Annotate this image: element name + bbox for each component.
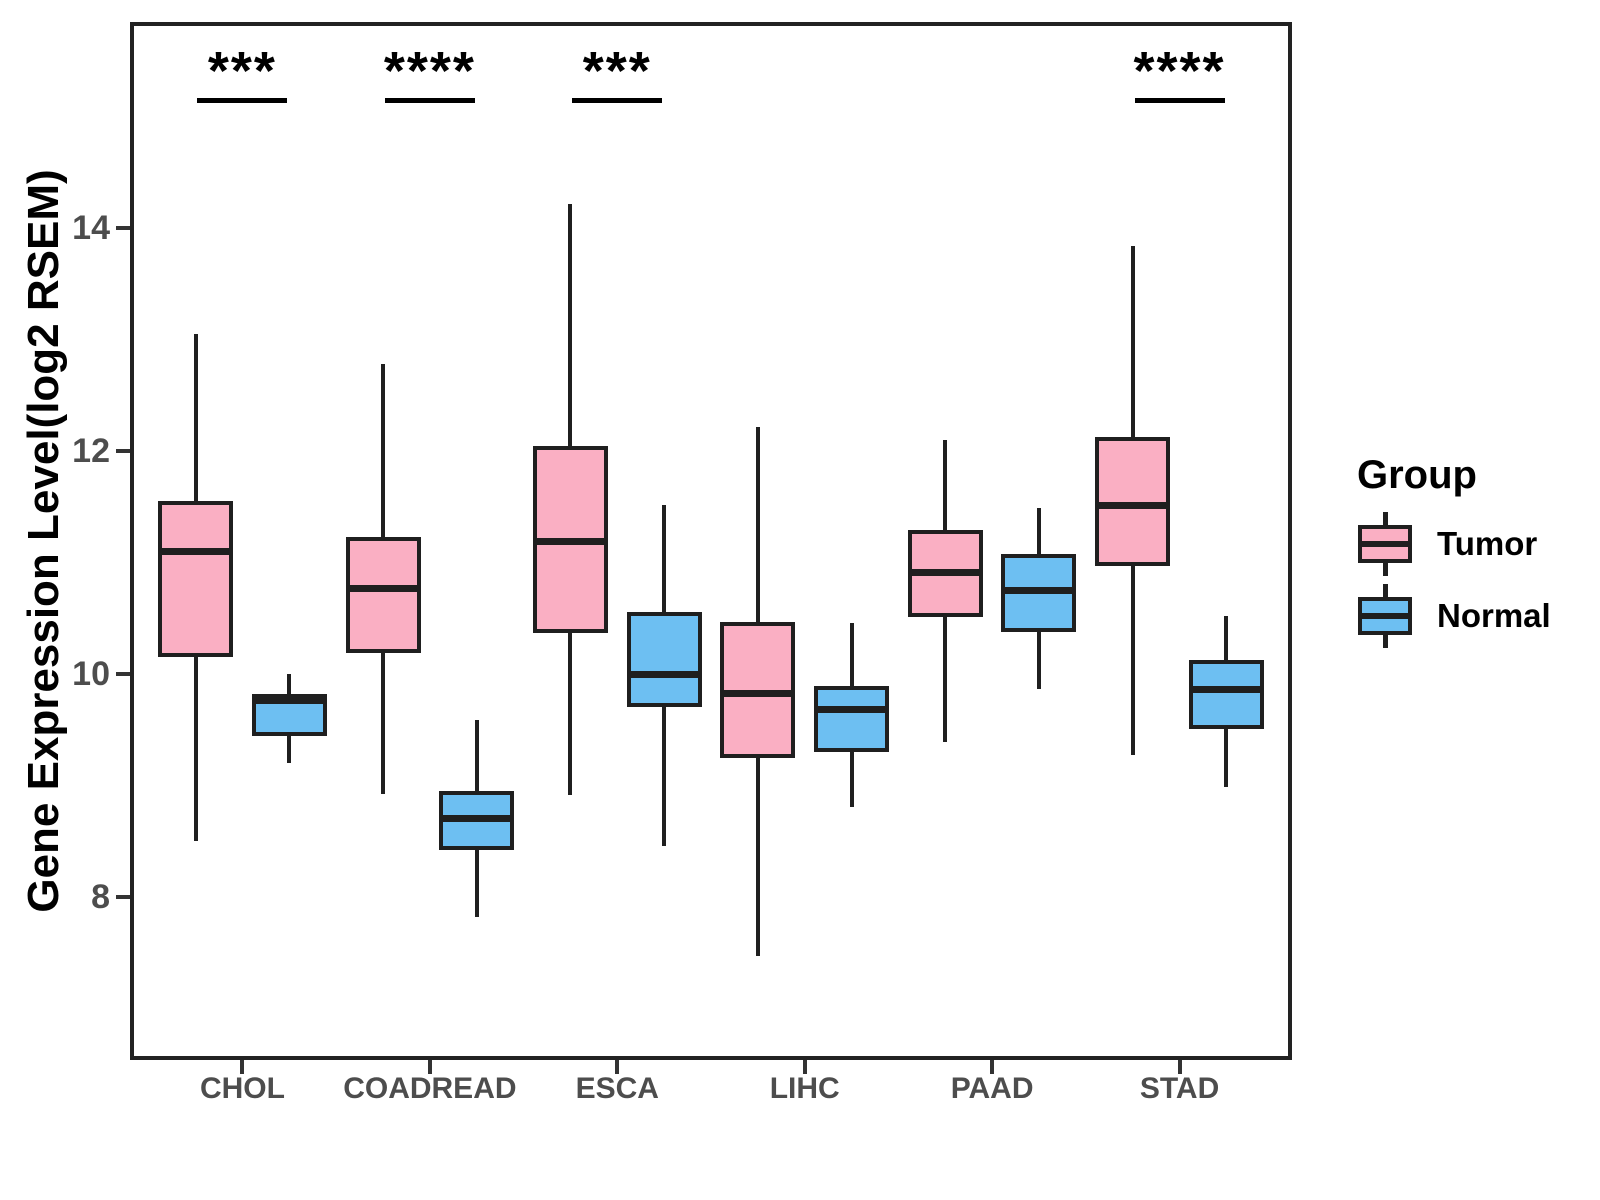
legend-label-Normal: Normal <box>1437 597 1551 634</box>
x-tick-mark-PAAD <box>990 1060 995 1074</box>
x-tick-label-ESCA: ESCA <box>575 1072 659 1105</box>
median-PAAD-Normal <box>1001 587 1077 595</box>
median-ESCA-Tumor <box>532 538 608 546</box>
legend-key-median-Tumor <box>1358 541 1412 547</box>
legend-entry-Normal: Normal <box>1337 580 1597 652</box>
sig-bar-COADREAD <box>384 98 475 103</box>
y-axis-title: Gene Expression Level(log2 RSEM) <box>19 169 68 913</box>
median-CHOL-Tumor <box>158 548 234 556</box>
y-tick-label-10: 10 <box>72 655 110 694</box>
x-tick-label-LIHC: LIHC <box>769 1072 840 1105</box>
x-tick-label-PAAD: PAAD <box>950 1072 1034 1105</box>
legend-entries: Tumor Normal <box>1337 508 1597 652</box>
x-tick-mark-COADREAD <box>427 1060 432 1074</box>
median-LIHC-Normal <box>814 706 889 714</box>
y-tick-mark-10 <box>116 672 130 677</box>
y-tick-label-14: 14 <box>72 209 110 248</box>
median-PAAD-Tumor <box>907 569 983 577</box>
box-STAD-Tumor <box>1095 436 1171 567</box>
box-ESCA-Normal <box>626 611 702 707</box>
legend-title: Group <box>1357 453 1477 497</box>
median-COADREAD-Tumor <box>345 584 421 592</box>
sig-stars-STAD: **** <box>1133 41 1226 101</box>
box-LIHC-Normal <box>814 686 889 753</box>
legend-key-Tumor-icon <box>1357 508 1413 580</box>
x-tick-mark-ESCA <box>615 1060 620 1074</box>
x-tick-mark-CHOL <box>240 1060 245 1074</box>
sig-bar-CHOL <box>197 98 288 103</box>
median-CHOL-Normal <box>251 697 327 705</box>
x-tick-label-STAD: STAD <box>1139 1072 1220 1105</box>
x-tick-label-COADREAD: COADREAD <box>343 1072 517 1105</box>
median-ESCA-Normal <box>626 670 702 678</box>
legend-entry-Tumor: Tumor <box>1337 508 1597 580</box>
sig-bar-ESCA <box>572 98 663 103</box>
x-tick-label-CHOL: CHOL <box>199 1072 285 1105</box>
y-tick-label-12: 12 <box>72 432 110 471</box>
legend-label-Tumor: Tumor <box>1437 525 1538 562</box>
x-tick-mark-LIHC <box>802 1060 807 1074</box>
legend-key-median-Normal <box>1358 613 1412 619</box>
median-LIHC-Tumor <box>720 689 796 697</box>
legend: Group Tumor Normal <box>1337 445 1597 652</box>
y-tick-mark-12 <box>116 449 130 454</box>
median-STAD-Tumor <box>1095 502 1171 510</box>
sig-stars-ESCA: *** <box>582 41 652 101</box>
x-tick-mark-STAD <box>1177 1060 1182 1074</box>
box-COADREAD-Tumor <box>345 537 421 654</box>
median-STAD-Normal <box>1188 686 1264 694</box>
sig-bar-STAD <box>1134 98 1225 103</box>
box-STAD-Normal <box>1188 659 1264 729</box>
legend-key-Normal-icon <box>1357 580 1413 652</box>
sig-stars-COADREAD: **** <box>383 41 476 101</box>
median-COADREAD-Normal <box>439 814 515 822</box>
y-tick-mark-14 <box>116 226 130 231</box>
sig-stars-CHOL: *** <box>207 41 277 101</box>
box-CHOL-Tumor <box>158 501 234 658</box>
y-tick-mark-8 <box>116 895 130 900</box>
y-tick-label-8: 8 <box>91 878 110 917</box>
